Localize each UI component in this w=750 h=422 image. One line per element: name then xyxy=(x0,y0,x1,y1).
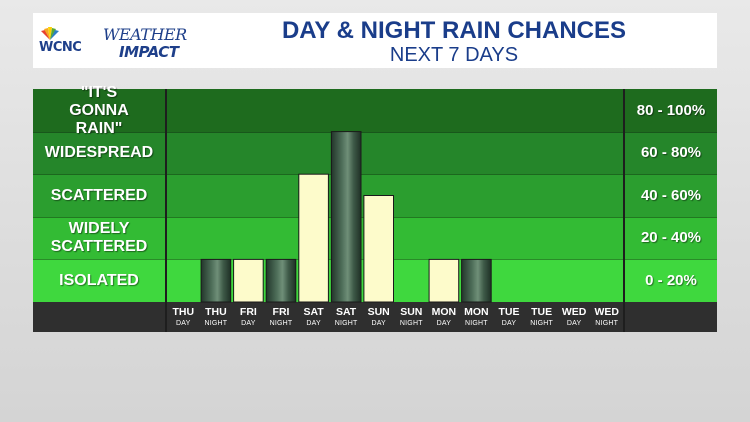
x-tick-period: NIGHT xyxy=(334,320,358,327)
x-tick-day: THU xyxy=(172,306,195,318)
band-separator xyxy=(33,132,717,133)
bars-layer xyxy=(200,131,492,303)
band-range-gonna-rain: 80 - 100% xyxy=(636,101,706,119)
x-tick-label: THU DAY xyxy=(168,303,199,331)
band-label-widely-scattered: WIDELY SCATTERED xyxy=(50,220,148,255)
x-tick-period: NIGHT xyxy=(465,320,488,327)
x-tick-period: DAY xyxy=(176,320,191,327)
rain-chance-chart: "IT'S GONNA RAIN" WIDESPREAD SCATTERED W… xyxy=(33,84,717,332)
header-banner: WCNC WEATHER IMPACT DAY & NIGHT RAIN CHA… xyxy=(33,13,717,68)
x-tick-label: WED DAY xyxy=(559,303,590,331)
bar-sun-day xyxy=(363,195,394,303)
bar-fri-night xyxy=(265,258,297,303)
x-tick-label: MON NIGHT xyxy=(461,303,492,331)
chart-title: DAY & NIGHT RAIN CHANCES xyxy=(281,17,627,44)
x-tick-period: NIGHT xyxy=(595,320,619,327)
x-tick-label: THU NIGHT xyxy=(200,303,231,331)
band-range-widely-scattered: 20 - 40% xyxy=(640,229,702,246)
bar-mon-night xyxy=(461,258,492,303)
bar-thu-night xyxy=(200,258,232,303)
band-label-isolated: ISOLATED xyxy=(59,271,139,289)
chart-subtitle: NEXT 7 DAYS xyxy=(389,44,519,66)
bar-sat-night xyxy=(330,131,362,303)
x-tick-period: NIGHT xyxy=(204,320,228,327)
x-tick-day: WED xyxy=(594,306,619,318)
x-tick-label: FRI DAY xyxy=(233,303,264,331)
x-tick-label: SAT DAY xyxy=(298,303,329,331)
band-label-widespread: WIDESPREAD xyxy=(44,144,154,161)
station-logo: WCNC WEATHER IMPACT xyxy=(39,23,199,63)
x-tick-period: DAY xyxy=(501,320,517,327)
left-column-divider xyxy=(165,89,167,332)
x-tick-day: SUN xyxy=(400,306,423,318)
x-tick-day: SUN xyxy=(367,306,390,318)
x-tick-label: MON DAY xyxy=(428,303,459,331)
x-tick-day: WED xyxy=(561,306,587,318)
x-tick-period: NIGHT xyxy=(399,320,423,327)
peacock-logo-icon xyxy=(41,27,59,40)
logo-station-text: WCNC xyxy=(39,40,82,55)
x-tick-day: MON xyxy=(464,306,489,318)
x-axis-strip xyxy=(33,302,717,332)
x-tick-label: SUN NIGHT xyxy=(396,303,427,331)
logo-impact-text: IMPACT xyxy=(119,43,179,61)
band-range-scattered: 40 - 60% xyxy=(640,186,702,204)
x-tick-day: MON xyxy=(431,306,457,318)
bar-fri-day xyxy=(233,258,264,303)
x-tick-period: DAY xyxy=(566,320,582,327)
band-separator xyxy=(33,174,717,175)
bar-sat-day xyxy=(298,173,329,303)
logo-weather-text: WEATHER xyxy=(103,25,187,44)
x-tick-day: TUE xyxy=(498,306,520,318)
x-tick-period: DAY xyxy=(371,320,386,327)
x-tick-day: FRI xyxy=(239,306,257,318)
x-tick-period: DAY xyxy=(306,320,321,327)
x-tick-label: TUE NIGHT xyxy=(526,303,557,331)
x-tick-day: FRI xyxy=(272,306,290,318)
x-tick-period: DAY xyxy=(436,320,452,327)
x-tick-label: WED NIGHT xyxy=(591,303,622,331)
band-range-isolated: 0 - 20% xyxy=(645,271,697,289)
x-tick-label: TUE DAY xyxy=(494,303,525,331)
band-widespread xyxy=(33,132,717,174)
x-tick-day: SAT xyxy=(303,306,324,318)
x-tick-day: SAT xyxy=(335,306,357,318)
x-tick-label: SUN DAY xyxy=(363,303,394,331)
band-label-scattered: SCATTERED xyxy=(50,186,148,204)
band-gonna-rain xyxy=(33,89,717,132)
x-tick-day: TUE xyxy=(531,306,553,318)
x-tick-label: FRI NIGHT xyxy=(266,303,297,331)
x-tick-label: SAT NIGHT xyxy=(331,303,362,331)
x-tick-period: NIGHT xyxy=(530,320,553,327)
x-tick-day: THU xyxy=(205,306,227,318)
right-column-divider xyxy=(623,89,625,332)
bar-mon-day xyxy=(428,258,460,303)
x-tick-period: NIGHT xyxy=(269,320,293,327)
band-range-widespread: 60 - 80% xyxy=(640,144,702,161)
x-tick-period: DAY xyxy=(241,320,256,327)
